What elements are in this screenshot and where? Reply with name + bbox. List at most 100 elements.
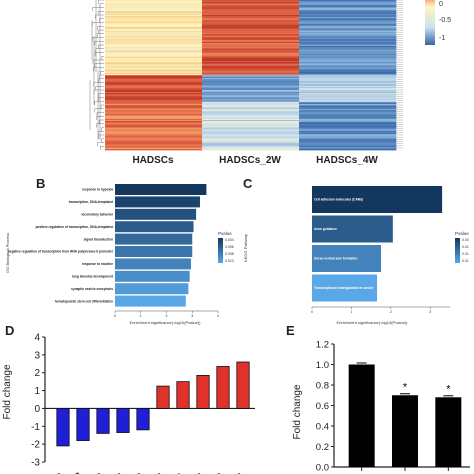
heatmap-cell [299, 114, 397, 117]
heatmap-cell [299, 63, 397, 65]
heatmap-cell [202, 117, 300, 120]
x-tick-label: 4 [217, 314, 219, 318]
go-xlabel: Enrichment significance(-log10(Pvalue)) [130, 320, 202, 325]
heatmap-cell [299, 24, 397, 27]
heatmap-cell [202, 99, 300, 102]
heatmap-cell [202, 140, 300, 142]
heatmap-cell [299, 46, 397, 48]
heatmap-cell [105, 131, 203, 134]
heatmap-cell [202, 120, 300, 122]
enrichment-bar [115, 196, 200, 208]
heatmap-cell [299, 7, 397, 9]
heatmap-cell [202, 0, 300, 2]
heatmap-cell [202, 79, 300, 81]
heatmap-cell [105, 39, 203, 42]
go-legend-tick-0: 0.004 [225, 238, 234, 242]
heatmap-cell [105, 121, 203, 123]
heatmap-cell [105, 42, 203, 45]
heatmap-cell [202, 71, 300, 74]
colorbar-tick-0: 0 [439, 1, 443, 8]
heatmap-cell [202, 122, 300, 124]
heatmap-cell [202, 147, 300, 150]
heatmap-cell [105, 133, 203, 136]
heatmap-cell [105, 0, 203, 2]
heatmap-cell [105, 86, 203, 89]
heatmap-cell [299, 133, 397, 136]
kegg-legend-tick-1: 0.01 [462, 245, 469, 249]
heatmap-cell [299, 1, 397, 3]
heatmap-cell [202, 36, 300, 38]
heatmap-cell [299, 6, 397, 8]
heatmap-cell [202, 108, 300, 110]
heatmap-cell [299, 146, 397, 149]
enrichment-bar [312, 186, 443, 213]
heatmap-cell [105, 4, 203, 6]
y-tick-label: 0.8 [316, 381, 329, 392]
heatmap-cell [202, 139, 300, 141]
heatmap-cell [202, 8, 300, 11]
heatmap-cell [202, 110, 300, 112]
category-label: positive regulation of transcription, DN… [36, 225, 113, 229]
heatmap-cell [202, 66, 300, 68]
heatmap-cell [202, 141, 300, 143]
heatmap-cell [105, 136, 203, 138]
heatmap-cell [299, 76, 397, 78]
heatmap-cell [202, 105, 300, 107]
enrichment-bar [115, 246, 193, 257]
heatmap-cell [202, 80, 300, 82]
column-label-hadscs: HADSCs [132, 155, 174, 166]
go-bars: response to hypoxia transcription, DNA-te… [8, 184, 219, 318]
heatmap-cell [105, 32, 203, 34]
heatmap-cell [105, 49, 203, 51]
heatmap-cell [299, 147, 397, 150]
heatmap-cell [299, 61, 397, 63]
heatmap-cell [105, 139, 203, 141]
fold-change-bar [236, 361, 250, 409]
heatmap-cell [202, 15, 300, 17]
heatmap-cell [202, 145, 300, 148]
x-tick-label: 0 [114, 314, 116, 318]
fold-change-chart-d: Fold change 43210-1-2-3-3p-24B-5p-5p-3p-… [2, 333, 255, 474]
heatmap-cell [105, 11, 203, 14]
heatmap-cell [299, 142, 397, 144]
heatmap-cell [105, 19, 203, 21]
heatmap-cell [202, 20, 300, 22]
heatmap-cell [202, 148, 300, 151]
heatmap-cell [202, 46, 300, 48]
heatmap-cell [105, 93, 203, 95]
heatmap-cell [202, 128, 300, 131]
heatmap-cell [299, 81, 397, 83]
fold-change-bar [56, 408, 70, 447]
heatmap-cell [299, 137, 397, 139]
heatmap-cell [105, 40, 203, 43]
heatmap-cell [202, 86, 300, 89]
heatmap-cell [202, 13, 300, 16]
heatmap-cell [105, 111, 203, 113]
heatmap-cell [105, 109, 203, 111]
heatmap-cell [202, 65, 300, 67]
heatmap-cell [202, 72, 300, 75]
heatmap-cell [105, 3, 203, 5]
heatmap-cell [299, 3, 397, 5]
x-tick-label: -3p [227, 470, 245, 474]
heatmap-cell [202, 27, 300, 30]
heatmap-cell [105, 77, 203, 79]
heatmap-cell [299, 139, 397, 141]
heatmap-cell [299, 19, 397, 21]
heatmap-cell [299, 148, 397, 151]
heatmap-cell [299, 126, 397, 128]
heatmap-cell [299, 130, 397, 133]
heatmap-cell [299, 49, 397, 51]
heatmap-cell [202, 118, 300, 121]
heatmap-cell [105, 7, 203, 9]
heatmap-cell [202, 5, 300, 7]
heatmap-cell [105, 17, 203, 19]
heatmap-cell [299, 85, 397, 88]
e-ylabel: Fold change [292, 384, 303, 439]
heatmap-cell [202, 132, 300, 135]
heatmap-cell [299, 95, 397, 97]
colorbar-tick-2: -1 [439, 35, 445, 42]
heatmap-cell [202, 26, 300, 29]
heatmap-cell [105, 67, 203, 69]
heatmap-cell [299, 36, 397, 38]
